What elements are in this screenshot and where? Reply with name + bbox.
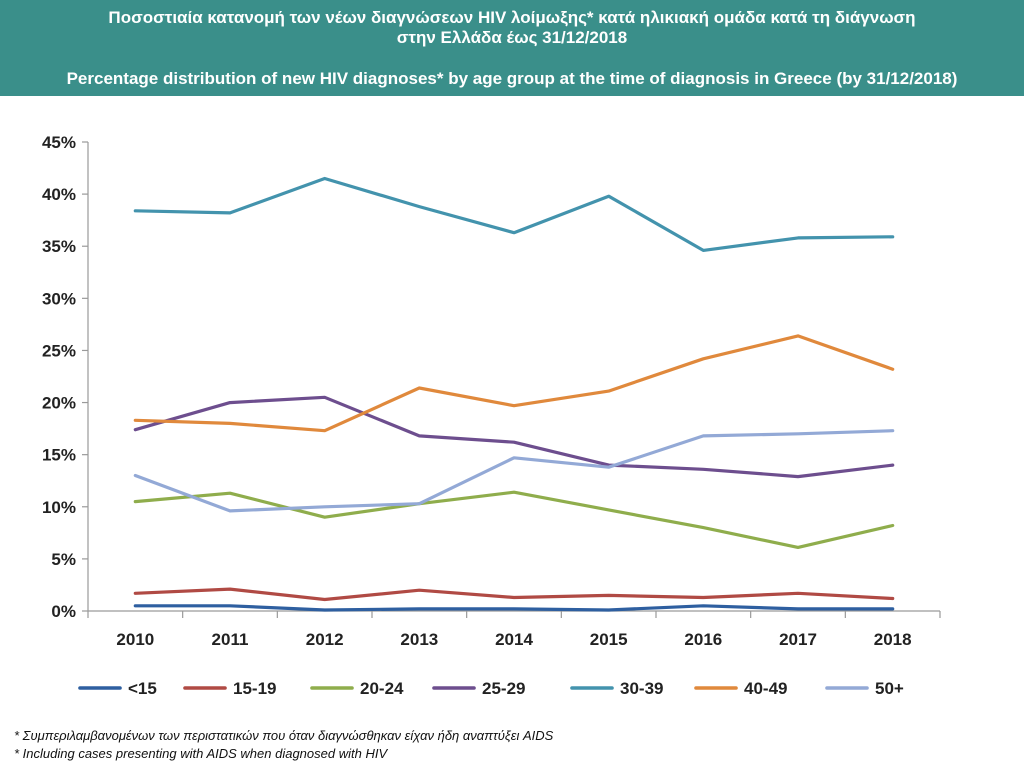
legend-label-25-29: 25-29	[482, 679, 525, 698]
y-tick-label: 10%	[42, 498, 76, 517]
series-line-15-19	[133, 587, 895, 602]
legend-label-50plus: 50+	[875, 679, 904, 698]
series-line-40-49	[133, 334, 895, 433]
series-line-30-39	[133, 176, 895, 252]
footnote-greek: * Συμπεριλαμβανομένων των περιστατικών π…	[14, 728, 554, 743]
chart-legend: <15 15-19 20-24 25-29 30-39 40-49 50+	[78, 679, 904, 698]
y-tick-label: 0%	[51, 602, 76, 621]
y-tick-label: 25%	[42, 341, 76, 360]
x-tick-label: 2017	[779, 630, 817, 649]
title-greek-line2: στην Ελλάδα έως 31/12/2018	[396, 28, 628, 47]
line-chart: 0% 5% 10% 15% 20% 25% 30% 35% 40% 45% 2010 2011 2012…	[42, 133, 941, 698]
y-tick-label: 30%	[42, 289, 76, 308]
chart-axes: 0% 5% 10% 15% 20% 25% 30% 35% 40% 45% 2010 2011 2012…	[42, 133, 941, 649]
series-line-lt15	[133, 604, 895, 612]
series-line-20-24	[133, 490, 895, 549]
x-tick-label: 2018	[874, 630, 912, 649]
y-tick-label: 35%	[42, 237, 76, 256]
chart-series	[133, 176, 895, 612]
footnote-english: * Including cases presenting with AIDS w…	[14, 746, 388, 761]
title-greek-line1: Ποσοστιαία κατανομή των νέων διαγνώσεων …	[108, 8, 916, 27]
legend-label-20-24: 20-24	[360, 679, 404, 698]
x-tick-label: 2013	[400, 630, 438, 649]
x-tick-label: 2012	[306, 630, 344, 649]
y-tick-label: 15%	[42, 446, 76, 465]
y-tick-label: 5%	[51, 550, 76, 569]
x-tick-label: 2016	[684, 630, 722, 649]
x-tick-label: 2010	[116, 630, 154, 649]
x-tick-label: 2011	[212, 630, 249, 649]
series-line-50plus	[133, 429, 895, 513]
x-tick-label: 2015	[590, 630, 628, 649]
y-tick-label: 40%	[42, 185, 76, 204]
chart-header: Ποσοστιαία κατανομή των νέων διαγνώσεων …	[0, 0, 1024, 96]
series-line-25-29	[133, 395, 895, 479]
legend-label-15-19: 15-19	[233, 679, 276, 698]
legend-label-40-49: 40-49	[744, 679, 787, 698]
title-english: Percentage distribution of new HIV diagn…	[66, 69, 958, 88]
y-tick-label: 45%	[42, 133, 76, 152]
legend-label-lt15: <15	[128, 679, 157, 698]
y-tick-label: 20%	[42, 394, 76, 413]
x-tick-label: 2014	[495, 630, 533, 649]
legend-label-30-39: 30-39	[620, 679, 663, 698]
